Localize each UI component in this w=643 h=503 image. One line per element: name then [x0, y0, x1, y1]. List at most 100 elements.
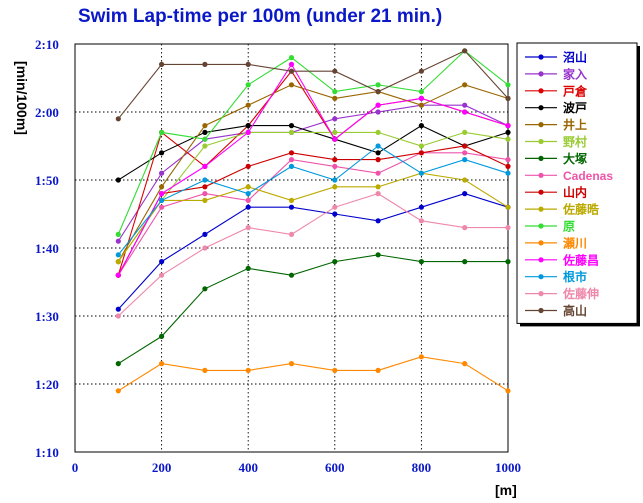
data-point	[375, 367, 381, 373]
legend-label: 井上	[563, 117, 587, 132]
data-point	[505, 170, 511, 176]
series-6	[115, 129, 511, 265]
data-point	[159, 361, 165, 367]
data-point	[202, 163, 208, 169]
data-point	[332, 129, 338, 135]
data-point	[115, 259, 121, 265]
series-line	[117, 172, 509, 262]
legend-marker	[538, 155, 544, 161]
y-tick-label: 1:20	[35, 377, 59, 392]
data-point	[462, 191, 468, 197]
data-point	[505, 136, 511, 142]
legend-marker	[538, 88, 544, 94]
series-12	[115, 354, 511, 394]
legend-marker	[538, 291, 544, 297]
legend-item: 戸倉	[525, 83, 588, 98]
x-tick-label: 800	[412, 460, 432, 475]
legend-label: 野村	[563, 134, 587, 149]
data-point	[418, 354, 424, 360]
legend-item: 佐藤晧	[525, 202, 599, 217]
legend-item: 大塚	[525, 151, 587, 166]
data-point	[202, 61, 208, 67]
y-tick-label: 1:50	[35, 173, 59, 188]
data-point	[332, 211, 338, 217]
legend-item: 沼山	[525, 50, 587, 65]
series-line	[117, 192, 508, 317]
data-point	[288, 123, 295, 129]
data-point	[462, 129, 468, 135]
x-tick-label: 600	[325, 460, 345, 475]
data-point	[202, 197, 208, 203]
data-point	[245, 102, 251, 108]
data-point	[202, 129, 208, 135]
data-point	[462, 48, 468, 54]
data-point	[375, 157, 381, 163]
data-point	[159, 129, 165, 135]
series-line	[117, 193, 509, 310]
series-8	[115, 150, 511, 278]
series-line	[117, 63, 509, 276]
data-point	[288, 61, 295, 67]
data-point	[418, 95, 424, 101]
data-point	[115, 116, 121, 122]
data-point	[202, 177, 208, 183]
data-point	[462, 82, 468, 88]
legend-label: 瀬川	[562, 235, 587, 250]
data-point	[202, 367, 208, 373]
plot-area: 1:10 1:20 1:30 1:40 1:50 2:00 2:10 0 200 400 600 80…	[14, 37, 521, 498]
series-13	[115, 61, 511, 278]
series-7	[115, 252, 511, 367]
data-point	[418, 150, 424, 156]
legend-marker	[538, 105, 544, 111]
legend-label: 高山	[563, 303, 587, 318]
legend-marker	[538, 122, 544, 128]
data-point	[159, 170, 165, 176]
y-tick-label: 1:30	[35, 309, 59, 324]
data-point	[288, 361, 295, 367]
data-point	[418, 123, 424, 129]
chart-title: Swim Lap-time per 100m (under 21 min.)	[78, 6, 442, 27]
legend-label: Cadenas	[563, 169, 613, 183]
data-point	[375, 102, 381, 108]
data-point	[418, 204, 424, 210]
legend-marker	[538, 307, 544, 314]
data-point	[115, 252, 121, 258]
data-point	[159, 191, 165, 197]
legend-item: Cadenas	[525, 169, 613, 183]
series-line	[117, 131, 509, 262]
legend-marker	[538, 223, 544, 229]
data-point	[159, 204, 165, 210]
data-point	[115, 361, 121, 367]
data-point	[462, 109, 468, 115]
data-point	[288, 55, 295, 61]
series-line	[118, 356, 509, 392]
y-axis-label: [min/100m]	[14, 61, 30, 135]
data-point	[332, 184, 338, 190]
data-point	[375, 170, 381, 176]
data-point	[245, 82, 251, 88]
data-point	[505, 123, 511, 129]
data-point	[505, 259, 511, 265]
legend-item: 根市	[525, 269, 587, 284]
data-point	[245, 184, 251, 190]
y-tick-label: 1:10	[35, 445, 59, 460]
series-15	[115, 191, 511, 319]
data-point	[332, 204, 338, 210]
data-point	[245, 367, 251, 373]
data-point	[462, 361, 468, 367]
legend-marker	[538, 274, 544, 280]
legend-item: 原	[525, 220, 575, 234]
data-point	[202, 231, 208, 237]
data-point	[115, 388, 121, 394]
data-point	[332, 367, 338, 373]
data-point	[505, 82, 511, 88]
data-point	[375, 82, 381, 88]
legend-item: 野村	[525, 134, 587, 149]
data-point	[115, 306, 121, 312]
data-point	[418, 89, 424, 95]
data-point	[159, 259, 165, 265]
data-point	[202, 123, 208, 129]
data-point	[462, 259, 468, 265]
data-point	[245, 163, 251, 169]
